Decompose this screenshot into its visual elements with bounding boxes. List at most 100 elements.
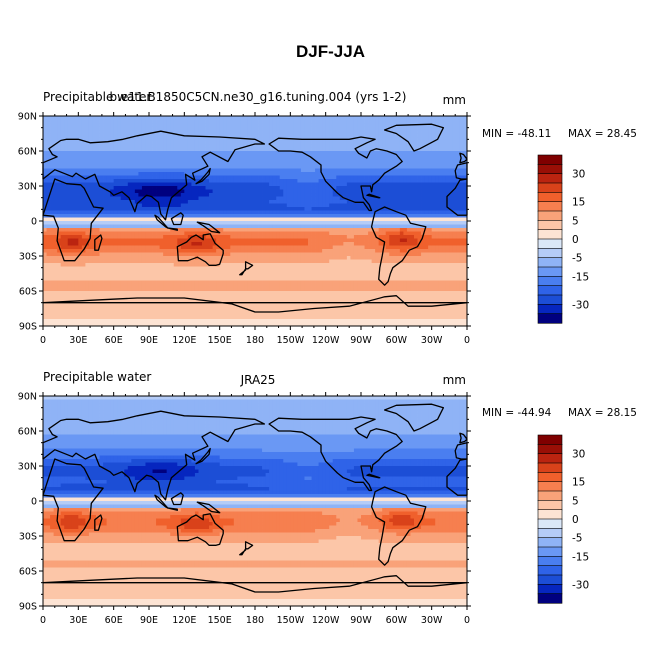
field-cell (406, 126, 411, 131)
field-cell (230, 217, 235, 222)
field-cell (452, 179, 457, 183)
field-cell (297, 126, 302, 131)
field-cell (60, 249, 65, 253)
field-cell (173, 210, 178, 215)
field-cell (78, 217, 83, 222)
field-cell (131, 238, 136, 243)
field-cell (315, 119, 319, 124)
field-cell (184, 210, 189, 215)
field-cell (226, 144, 231, 148)
field-cell (120, 147, 125, 152)
field-cell (92, 186, 97, 190)
field-cell (131, 189, 136, 194)
field-cell (233, 144, 238, 148)
field-cell (463, 207, 468, 211)
field-cell (96, 144, 100, 148)
field-cell (244, 207, 249, 211)
field-cell (325, 231, 330, 236)
field-cell (311, 249, 316, 253)
field-cell (57, 224, 62, 229)
field-cell (247, 214, 252, 218)
field-cell (269, 224, 274, 229)
field-cell (99, 249, 104, 253)
field-cell (223, 186, 228, 190)
field-cell (442, 210, 447, 215)
field-cell (88, 256, 93, 260)
field-cell (286, 186, 291, 190)
field-cell (428, 221, 433, 225)
field-cell (283, 126, 288, 131)
field-cell (53, 203, 58, 208)
field-cell (336, 235, 341, 239)
field-cell (163, 147, 168, 152)
field-cell (166, 133, 171, 138)
field-cell (212, 200, 217, 204)
field-cell (74, 245, 79, 250)
field-cell (332, 221, 337, 225)
field-cell (293, 126, 298, 131)
field-cell (371, 175, 376, 180)
field-cell (50, 140, 54, 145)
field-cell (99, 179, 104, 183)
field-cell (198, 200, 203, 204)
field-cell (152, 140, 157, 145)
field-cell (336, 221, 341, 225)
field-cell (262, 116, 266, 120)
field-cell (350, 193, 355, 197)
field-cell (170, 140, 175, 145)
field-cell (113, 154, 118, 159)
field-cell (406, 196, 411, 201)
field-cell (389, 179, 394, 183)
field-cell (237, 245, 242, 250)
field-cell (399, 210, 404, 215)
field-cell (392, 217, 397, 222)
field-cell (191, 154, 196, 159)
field-cell (212, 179, 217, 183)
field-cell (117, 203, 122, 208)
field-cell (57, 221, 62, 225)
field-cell (276, 126, 281, 131)
field-cell (57, 242, 62, 246)
field-cell (258, 161, 263, 166)
field-cell (180, 193, 185, 197)
field-cell (127, 259, 132, 264)
field-cell (382, 214, 387, 218)
field-cell (99, 130, 104, 134)
field-cell (226, 189, 231, 194)
field-cell (396, 256, 401, 260)
field-cell (435, 123, 440, 127)
field-cell (110, 116, 115, 120)
field-cell (424, 137, 429, 141)
field-cell (149, 203, 153, 208)
field-cell (353, 140, 358, 145)
field-cell (293, 151, 298, 155)
field-cell (396, 126, 401, 131)
field-cell (375, 238, 380, 243)
field-cell (92, 200, 97, 204)
field-cell (187, 179, 192, 183)
field-cell (99, 245, 104, 250)
field-cell (262, 140, 266, 145)
field-cell (198, 137, 203, 141)
field-cell (431, 140, 436, 145)
field-cell (202, 179, 206, 183)
field-cell (318, 235, 323, 239)
field-cell (81, 126, 86, 131)
field-cell (459, 140, 464, 145)
field-cell (106, 182, 111, 187)
field-cell (293, 214, 298, 218)
field-cell (442, 217, 447, 222)
field-cell (106, 172, 111, 176)
field-cell (230, 158, 235, 162)
field-cell (269, 214, 274, 218)
field-cell (120, 242, 125, 246)
field-cell (255, 147, 259, 152)
field-cell (297, 154, 302, 159)
field-cell (304, 116, 309, 120)
field-cell (85, 203, 90, 208)
field-cell (258, 231, 263, 236)
field-cell (166, 245, 171, 250)
field-cell (110, 126, 115, 131)
field-cell (166, 158, 171, 162)
field-cell (368, 228, 372, 232)
